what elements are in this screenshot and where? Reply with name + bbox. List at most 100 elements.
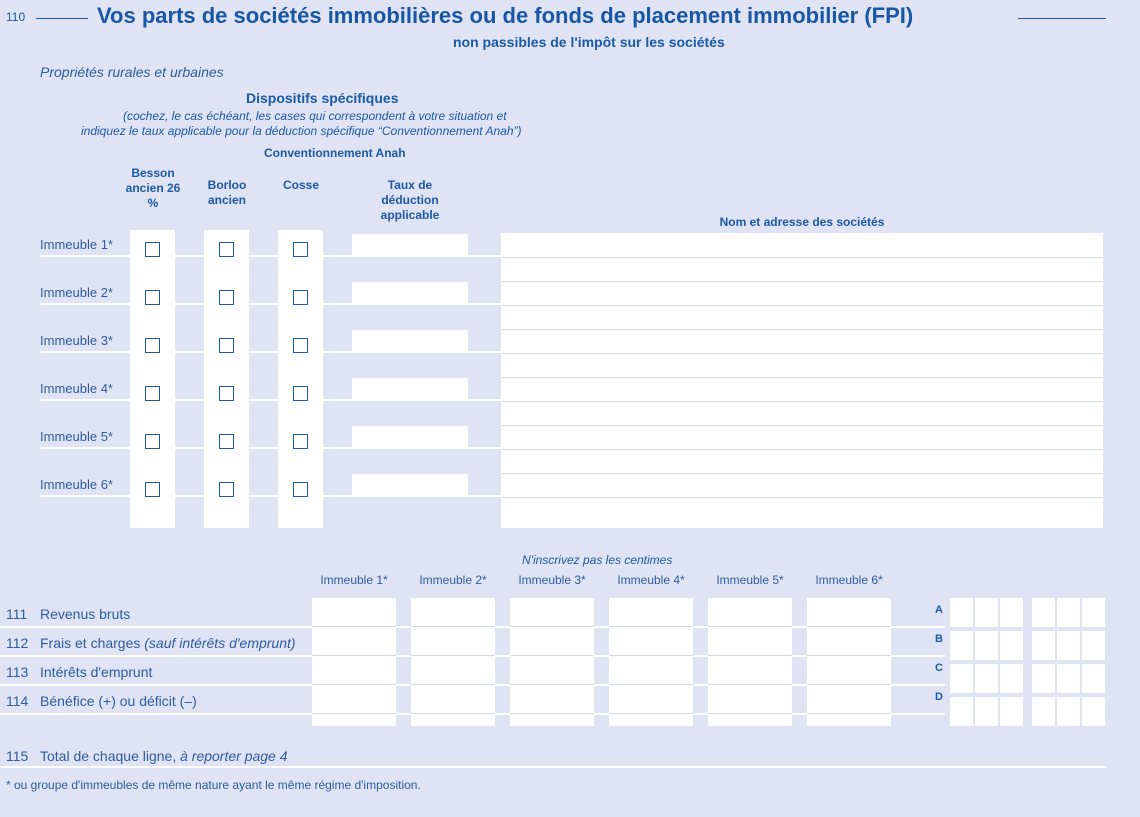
taux-field-2[interactable] xyxy=(352,282,468,304)
amount-input-111-3[interactable] xyxy=(510,598,594,626)
borloo-checkbox-3[interactable] xyxy=(219,338,234,353)
page-title: Vos parts de sociétés immobilières ou de… xyxy=(97,3,914,28)
total-digit-box[interactable] xyxy=(975,664,998,693)
amount-col-header: Immeuble 4* xyxy=(617,573,685,587)
nom-line xyxy=(501,473,1103,474)
total-digit-box[interactable] xyxy=(1057,664,1080,693)
amount-input-111-1[interactable] xyxy=(312,598,396,626)
total-digit-box[interactable] xyxy=(975,697,998,726)
besson-checkbox-6[interactable] xyxy=(145,482,160,497)
total-digit-box[interactable] xyxy=(1082,631,1105,660)
amount-input-112-2[interactable] xyxy=(411,627,495,655)
amount-input-112-4[interactable] xyxy=(609,627,693,655)
besson-checkbox-1[interactable] xyxy=(145,242,160,257)
amount-input-111-5[interactable] xyxy=(708,598,792,626)
amount-input-112-6[interactable] xyxy=(807,627,891,655)
total-digit-box[interactable] xyxy=(1032,664,1055,693)
total-digit-box[interactable] xyxy=(950,598,973,627)
total-digit-box[interactable] xyxy=(1057,598,1080,627)
amount-input-114-2[interactable] xyxy=(411,685,495,713)
cosse-checkbox-1[interactable] xyxy=(293,242,308,257)
total-digit-box[interactable] xyxy=(1000,664,1023,693)
amount-input-114-5[interactable] xyxy=(708,685,792,713)
total-digit-box[interactable] xyxy=(1000,598,1023,627)
total-digit-box[interactable] xyxy=(1057,697,1080,726)
besson-checkbox-2[interactable] xyxy=(145,290,160,305)
total-digit-box[interactable] xyxy=(1032,697,1055,726)
row-line xyxy=(40,351,501,353)
amount-input-111-2[interactable] xyxy=(411,598,495,626)
total-digit-box[interactable] xyxy=(950,664,973,693)
total-digit-box[interactable] xyxy=(1000,697,1023,726)
amount-input-112-3[interactable] xyxy=(510,627,594,655)
amount-cell-line xyxy=(411,713,495,714)
borloo-checkbox-2[interactable] xyxy=(219,290,234,305)
total-digit-box[interactable] xyxy=(975,598,998,627)
amount-input-114-3[interactable] xyxy=(510,685,594,713)
besson-checkbox-5[interactable] xyxy=(145,434,160,449)
total-digit-box[interactable] xyxy=(975,631,998,660)
immeuble-row-label: Immeuble 6* xyxy=(40,477,113,492)
amount-input-113-1[interactable] xyxy=(312,656,396,684)
total-letter-B: B xyxy=(935,633,943,645)
total-digit-box[interactable] xyxy=(1057,631,1080,660)
borloo-checkbox-6[interactable] xyxy=(219,482,234,497)
row-line xyxy=(0,713,945,715)
amount-column-immeuble-5 xyxy=(708,598,792,726)
cosse-checkbox-2[interactable] xyxy=(293,290,308,305)
checkbox-column-borloo xyxy=(204,230,249,528)
row-115-label: Total de chaque ligne, à reporter page 4 xyxy=(40,748,288,764)
amount-cell-line xyxy=(807,713,891,714)
amount-input-114-6[interactable] xyxy=(807,685,891,713)
amount-col-header: Immeuble 6* xyxy=(815,573,883,587)
total-digit-box[interactable] xyxy=(1082,664,1105,693)
total-letter-D: D xyxy=(935,691,943,703)
amount-cell-line xyxy=(708,713,792,714)
amount-input-112-5[interactable] xyxy=(708,627,792,655)
besson-checkbox-3[interactable] xyxy=(145,338,160,353)
borloo-checkbox-5[interactable] xyxy=(219,434,234,449)
amount-input-113-4[interactable] xyxy=(609,656,693,684)
taux-field-5[interactable] xyxy=(352,426,468,448)
total-digit-box[interactable] xyxy=(1082,697,1105,726)
amount-input-113-5[interactable] xyxy=(708,656,792,684)
besson-checkbox-4[interactable] xyxy=(145,386,160,401)
row-115-number: 115 xyxy=(6,748,29,764)
borloo-checkbox-1[interactable] xyxy=(219,242,234,257)
amount-input-113-3[interactable] xyxy=(510,656,594,684)
total-digit-box[interactable] xyxy=(1032,631,1055,660)
taux-field-3[interactable] xyxy=(352,330,468,352)
cosse-checkbox-6[interactable] xyxy=(293,482,308,497)
row-label-text: Frais et charges xyxy=(40,635,145,651)
borloo-checkbox-4[interactable] xyxy=(219,386,234,401)
amount-input-111-4[interactable] xyxy=(609,598,693,626)
nom-line xyxy=(501,377,1103,378)
taux-field-1[interactable] xyxy=(352,234,468,256)
cosse-checkbox-4[interactable] xyxy=(293,386,308,401)
amount-input-113-6[interactable] xyxy=(807,656,891,684)
amount-col-header: Immeuble 1* xyxy=(320,573,388,587)
amount-column-immeuble-3 xyxy=(510,598,594,726)
amount-col-header: Immeuble 2* xyxy=(419,573,487,587)
nom-adresse-field[interactable] xyxy=(501,233,1103,528)
total-digit-box[interactable] xyxy=(1000,631,1023,660)
page-subtitle: non passibles de l'impôt sur les société… xyxy=(453,34,725,50)
amount-input-114-1[interactable] xyxy=(312,685,396,713)
amount-input-112-1[interactable] xyxy=(312,627,396,655)
cosse-checkbox-5[interactable] xyxy=(293,434,308,449)
amount-input-111-6[interactable] xyxy=(807,598,891,626)
nom-line xyxy=(501,353,1103,354)
nom-line xyxy=(501,425,1103,426)
nom-line xyxy=(501,497,1103,498)
taux-field-4[interactable] xyxy=(352,378,468,400)
taux-field-6[interactable] xyxy=(352,474,468,496)
amount-column-immeuble-2 xyxy=(411,598,495,726)
amount-input-114-4[interactable] xyxy=(609,685,693,713)
total-digit-box[interactable] xyxy=(1082,598,1105,627)
cosse-checkbox-3[interactable] xyxy=(293,338,308,353)
total-digit-box[interactable] xyxy=(950,697,973,726)
amount-input-113-2[interactable] xyxy=(411,656,495,684)
total-digit-box[interactable] xyxy=(1032,598,1055,627)
dispositifs-note-1: (cochez, le cas échéant, les cases qui c… xyxy=(123,109,507,123)
total-digit-box[interactable] xyxy=(950,631,973,660)
